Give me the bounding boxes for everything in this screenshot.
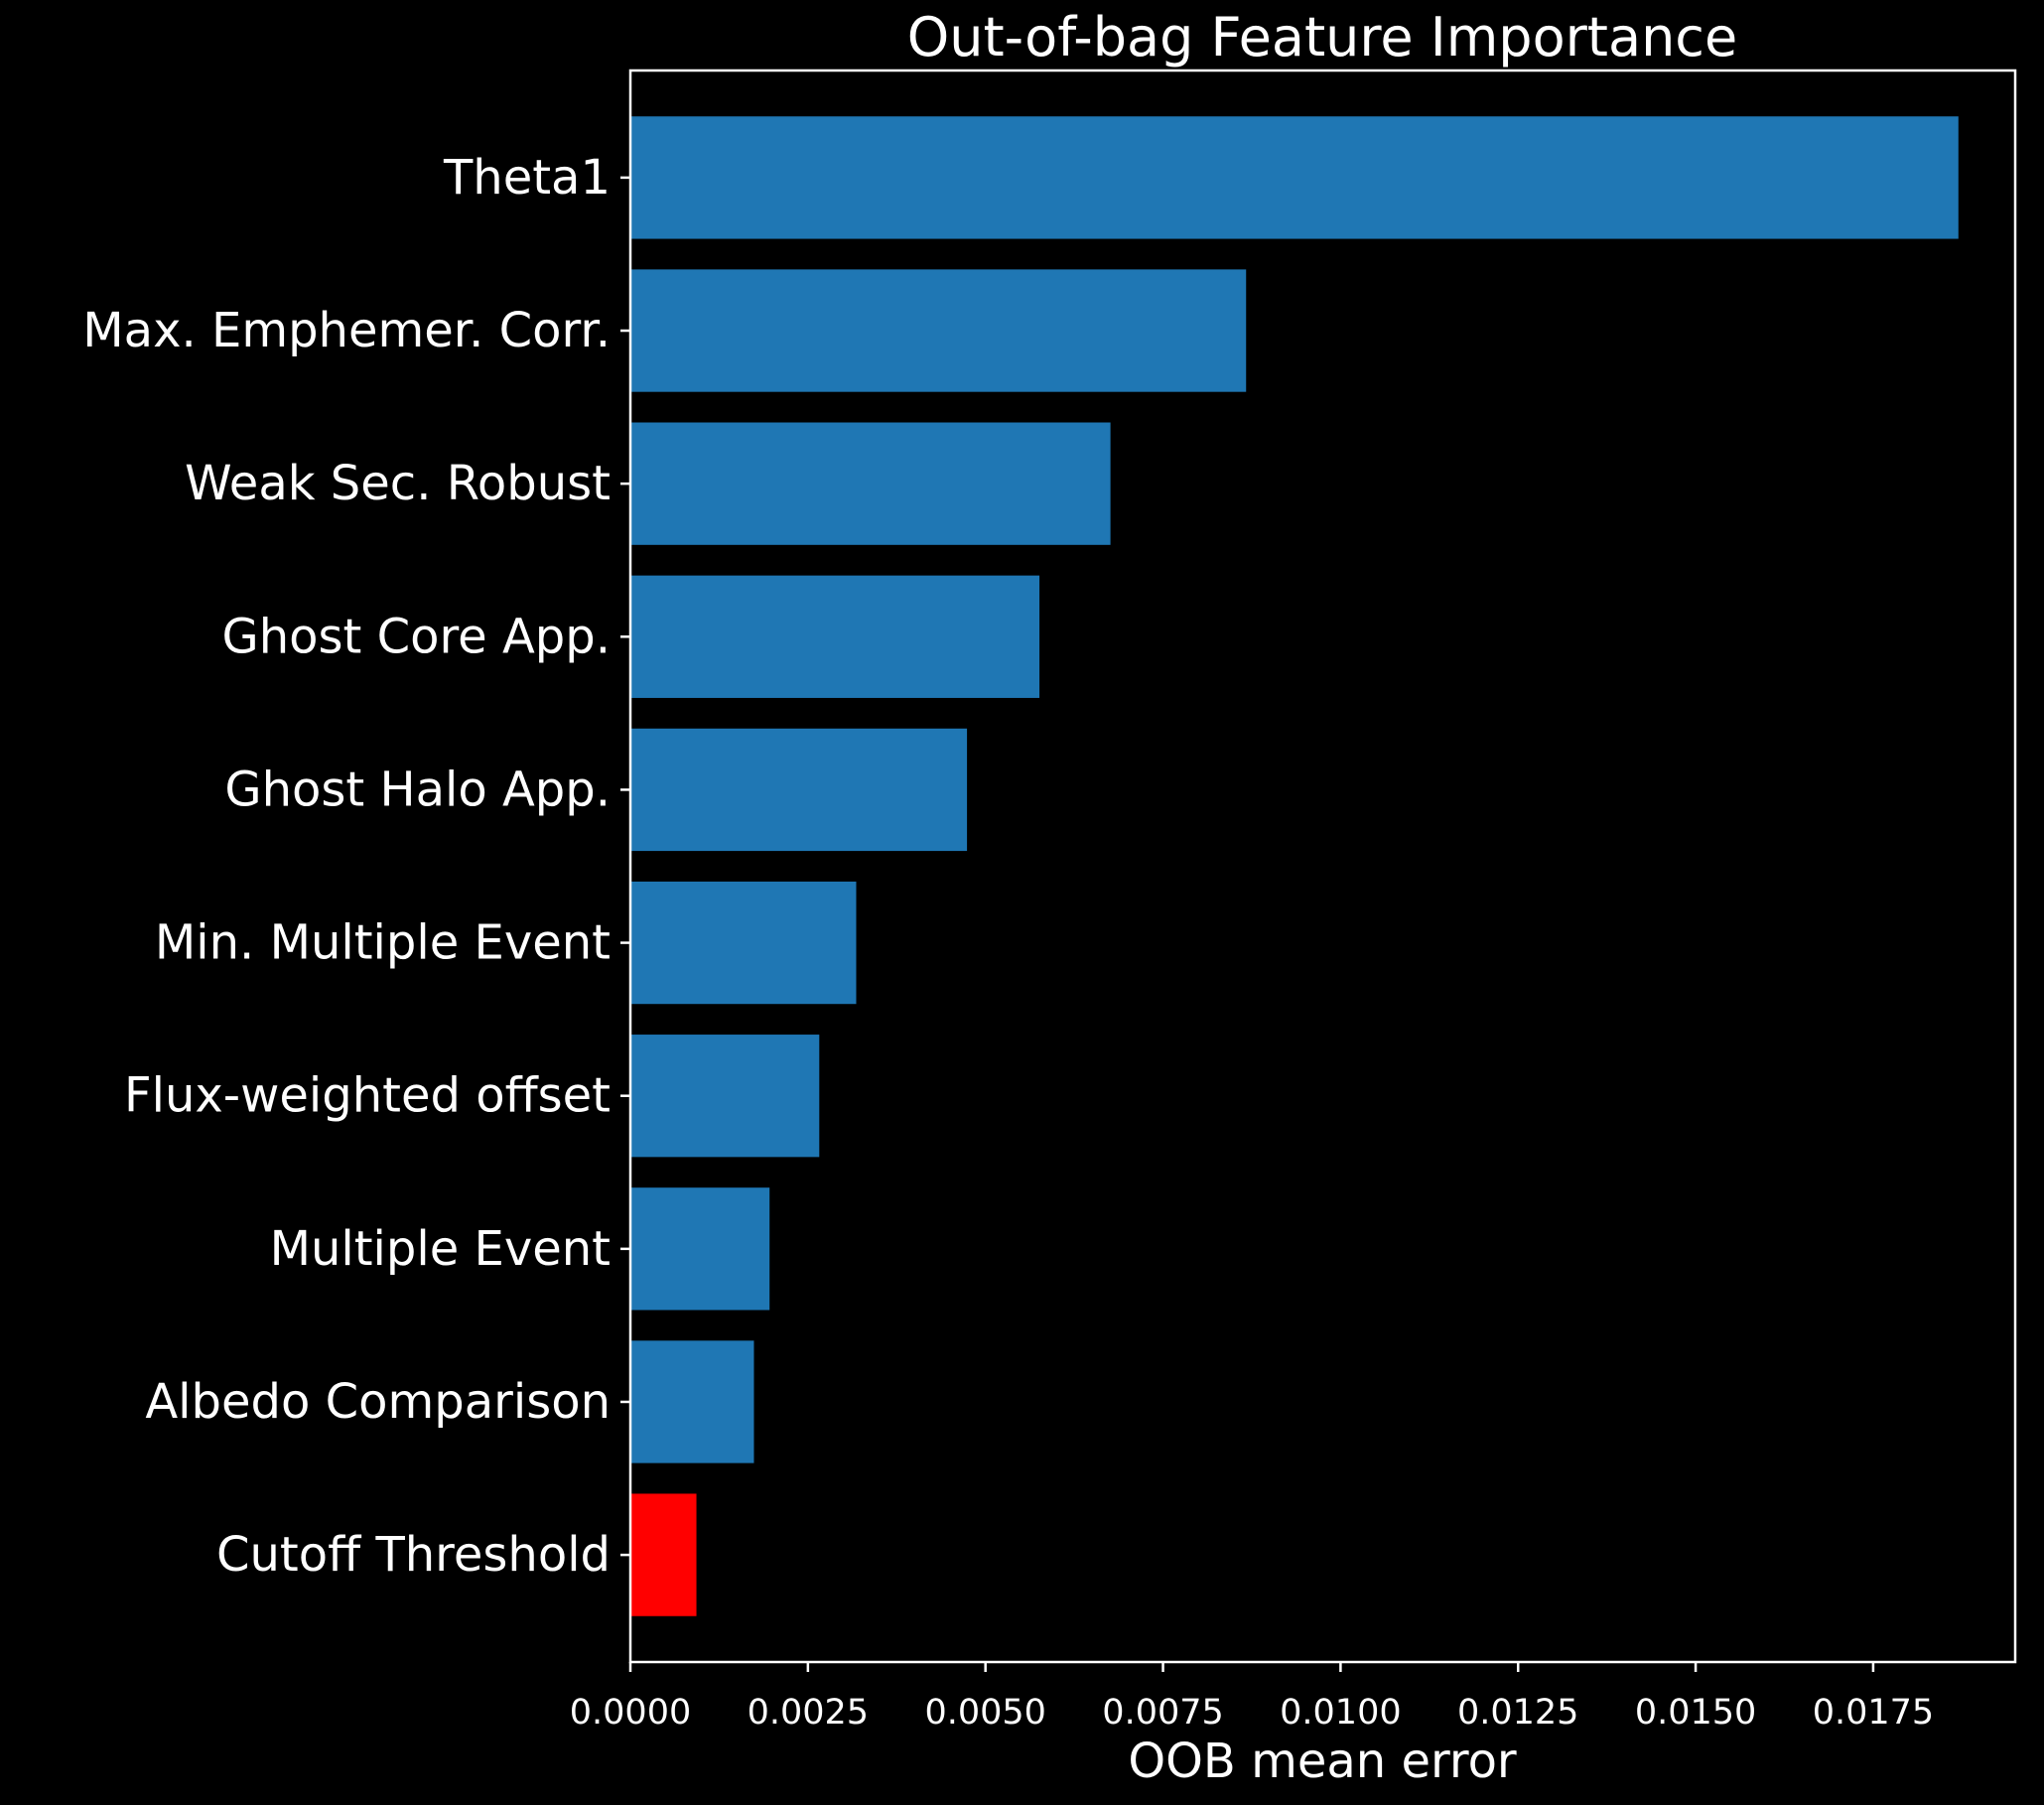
x-tick-label: 0.0075 <box>1102 1693 1223 1733</box>
y-tick-label: Ghost Core App. <box>222 609 611 664</box>
y-tick-label: Weak Sec. Robust <box>185 456 611 511</box>
x-tick-label: 0.0050 <box>924 1693 1045 1733</box>
y-tick-label: Theta1 <box>443 150 611 206</box>
y-tick-label: Albedo Comparison <box>145 1374 611 1430</box>
y-tick-label: Ghost Halo App. <box>224 762 611 817</box>
plot-frame <box>628 69 2017 1664</box>
y-tick-label: Multiple Event <box>270 1221 611 1277</box>
x-tick-label: 0.0125 <box>1457 1693 1578 1733</box>
x-tick-label: 0.0000 <box>570 1693 691 1733</box>
y-tick-label: Min. Multiple Event <box>155 915 611 971</box>
x-axis-label: OOB mean error <box>1128 1734 1517 1789</box>
x-axis: 0.0000 0.0025 0.0050 0.0075 0.0100 0.0125 0.01… <box>570 1662 1934 1733</box>
y-tick-label: Max. Emphemer. Corr. <box>82 303 611 358</box>
x-tick-label: 0.0025 <box>748 1693 869 1733</box>
x-tick-label: 0.0150 <box>1635 1693 1756 1733</box>
bar-multiple-event <box>630 1187 770 1311</box>
bar-weak-sec-robust <box>630 422 1111 545</box>
bars-layer <box>630 116 1959 1616</box>
bar-cutoff-threshold <box>630 1493 697 1616</box>
bar-max-emphemer-corr <box>630 269 1247 392</box>
x-tick-label: 0.0100 <box>1280 1693 1401 1733</box>
bar-theta1 <box>630 116 1959 239</box>
bar-ghost-core-app <box>630 575 1040 698</box>
bar-albedo-comparison <box>630 1340 754 1463</box>
y-tick-label: Cutoff Threshold <box>216 1527 611 1583</box>
chart-title: Out-of-bag Feature Importance <box>907 6 1737 69</box>
bar-flux-weighted-offset <box>630 1035 820 1158</box>
y-axis: Theta1 Max. Emphemer. Corr. Weak Sec. Robu… <box>82 150 630 1583</box>
bar-min-multiple-event <box>630 881 857 1005</box>
y-tick-label: Flux-weighted offset <box>124 1068 611 1124</box>
bar-ghost-halo-app <box>630 728 968 852</box>
x-tick-label: 0.0175 <box>1813 1693 1934 1733</box>
